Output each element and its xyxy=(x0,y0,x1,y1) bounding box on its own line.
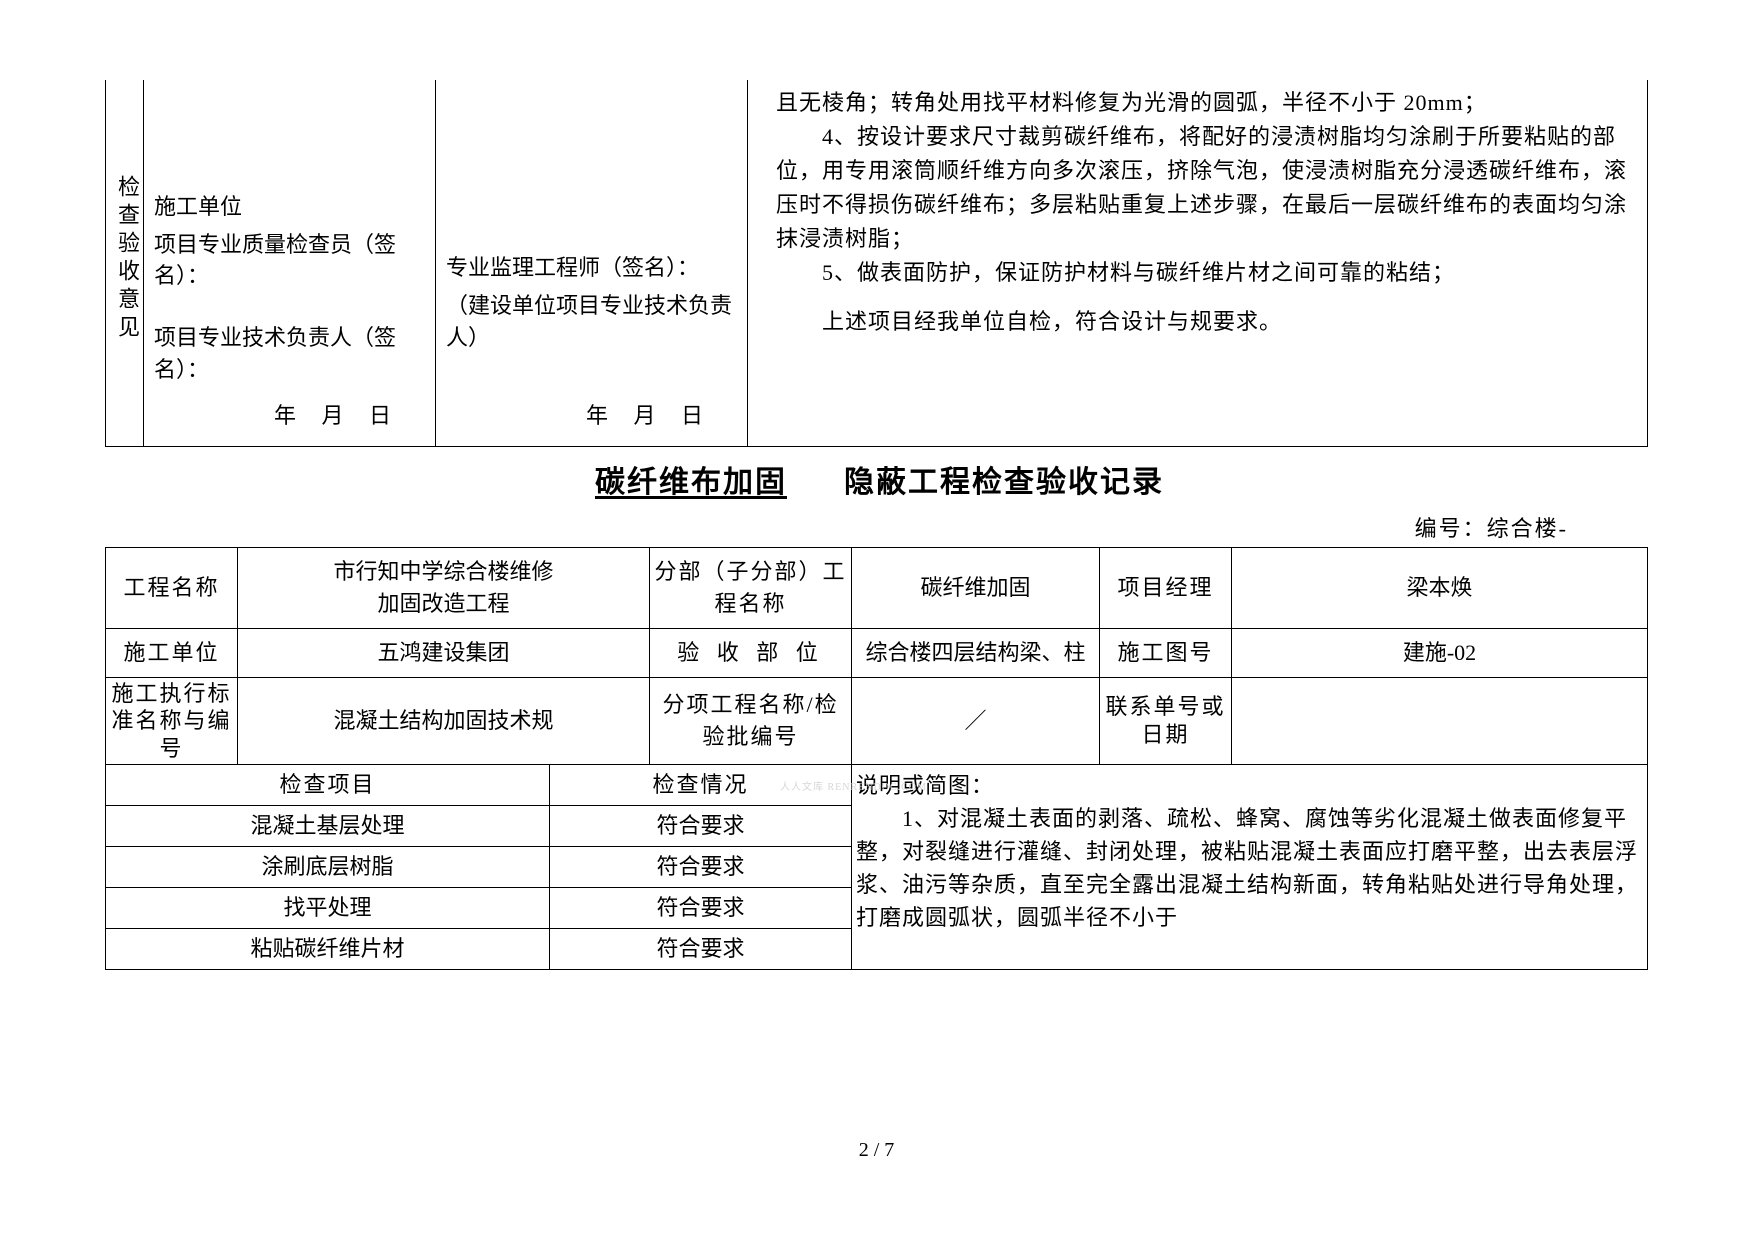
value-pm: 梁本焕 xyxy=(1232,548,1648,629)
document-title: 碳纤维布加固 隐蔽工程检查验收记录 xyxy=(105,457,1648,501)
explanation-header: 说明或简图： xyxy=(856,773,994,798)
label-accept-part: 验 收 部 位 xyxy=(650,628,852,677)
explanation-cell: 说明或简图： 1、对混凝土表面的剥落、疏松、蜂窝、腐蚀等劣化混凝土做表面修复平整… xyxy=(852,765,1648,969)
check-item-2: 找平处理 xyxy=(106,887,550,928)
side-label-cell: 检查验收意见 xyxy=(106,80,144,447)
upper-inspection-table: 检查验收意见 施工单位 项目专业质量检查员（签名）： 项目专业技术负责人（签名）… xyxy=(105,80,1648,447)
value-subproject: 碳纤维加固 xyxy=(852,548,1100,629)
signature-block-2: 专业监理工程师（签名）： （建设单位项目专业技术负责人） 年 月 日 xyxy=(436,80,748,447)
explanation-text: 1、对混凝土表面的剥落、疏松、蜂窝、腐蚀等劣化混凝土做表面修复平整，对裂缝进行灌… xyxy=(856,806,1638,930)
page-number: 2 / 7 xyxy=(0,1139,1753,1162)
sig1-date: 年 月 日 xyxy=(154,400,423,432)
header-check-item: 检查项目 xyxy=(106,765,550,806)
remark-p1: 且无棱角；转角处用找平材料修复为光滑的圆弧，半径不小于 20mm； xyxy=(776,86,1637,120)
serial-number: 编号：综合楼- xyxy=(105,511,1568,543)
value-contact-no xyxy=(1232,677,1648,765)
side-label: 检查验收意见 xyxy=(106,175,143,343)
title-underlined: 碳纤维布加固 xyxy=(589,466,793,499)
header-check-status: 检查情况 xyxy=(550,765,852,806)
value-project-name: 市行知中学综合楼维修 加固改造工程 xyxy=(238,548,650,629)
remark-p4: 上述项目经我单位自检，符合设计与规要求。 xyxy=(776,305,1637,339)
check-result-0: 符合要求 xyxy=(550,806,852,847)
label-subproject: 分部（子分部）工程名称 xyxy=(650,548,852,629)
title-rest: 隐蔽工程检查验收记录 xyxy=(844,466,1164,499)
sig2-owner-tech: （建设单位项目专业技术负责人） xyxy=(446,290,735,354)
label-standard: 施工执行标准名称与编号 xyxy=(106,677,238,765)
inspection-remarks: 且无棱角；转角处用找平材料修复为光滑的圆弧，半径不小于 20mm； 4、按设计要… xyxy=(748,80,1648,447)
label-pm: 项目经理 xyxy=(1100,548,1232,629)
check-item-0: 混凝土基层处理 xyxy=(106,806,550,847)
project-info-table: 工程名称 市行知中学综合楼维修 加固改造工程 分部（子分部）工程名称 碳纤维加固… xyxy=(105,547,1648,970)
label-batch-no: 分项工程名称/检验批编号 xyxy=(650,677,852,765)
check-item-1: 涂刷底层树脂 xyxy=(106,846,550,887)
value-drawing-no: 建施-02 xyxy=(1232,628,1648,677)
value-accept-part: 综合楼四层结构梁、柱 xyxy=(852,628,1100,677)
label-contractor: 施工单位 xyxy=(106,628,238,677)
label-project-name: 工程名称 xyxy=(106,548,238,629)
sig2-supervisor: 专业监理工程师（签名）： xyxy=(446,252,735,284)
sig1-unit: 施工单位 xyxy=(154,191,423,223)
remark-p3: 5、做表面防护，保证防护材料与碳纤维片材之间可靠的粘结； xyxy=(776,256,1637,290)
label-drawing-no: 施工图号 xyxy=(1100,628,1232,677)
signature-block-1: 施工单位 项目专业质量检查员（签名）： 项目专业技术负责人（签名）： 年 月 日 xyxy=(144,80,436,447)
check-result-1: 符合要求 xyxy=(550,846,852,887)
check-result-2: 符合要求 xyxy=(550,887,852,928)
check-item-3: 粘贴碳纤维片材 xyxy=(106,928,550,969)
remark-p2: 4、按设计要求尺寸裁剪碳纤维布，将配好的浸渍树脂均匀涂刷于所要粘贴的部位，用专用… xyxy=(776,120,1637,256)
label-contact-no: 联系单号或日期 xyxy=(1100,677,1232,765)
value-standard: 混凝土结构加固技术规 xyxy=(238,677,650,765)
value-batch-no: ／ xyxy=(852,677,1100,765)
value-contractor: 五鸿建设集团 xyxy=(238,628,650,677)
check-result-3: 符合要求 xyxy=(550,928,852,969)
sig1-inspector: 项目专业质量检查员（签名）： xyxy=(154,229,423,293)
sig2-date: 年 月 日 xyxy=(446,400,735,432)
sig1-tech-lead: 项目专业技术负责人（签名）： xyxy=(154,322,423,386)
